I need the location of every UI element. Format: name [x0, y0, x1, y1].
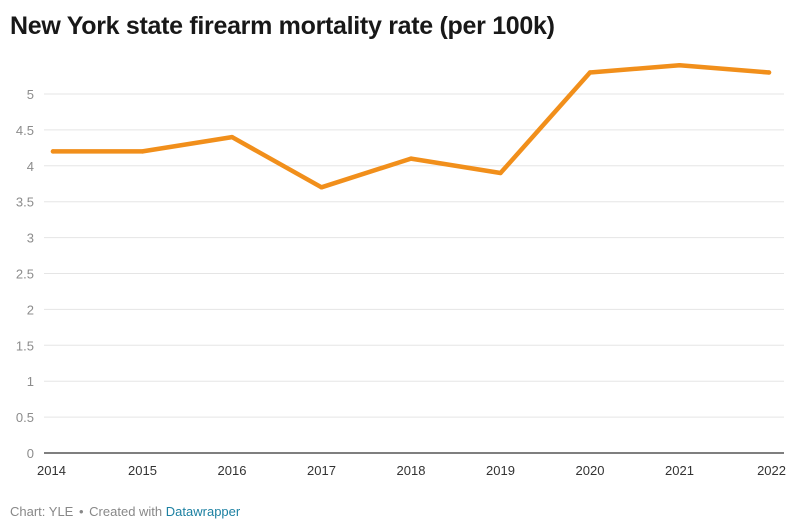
data-point: [229, 134, 235, 140]
y-tick-label: 0.5: [16, 410, 34, 425]
x-tick-label: 2016: [218, 463, 247, 478]
footer-separator: •: [78, 504, 84, 519]
x-tick-label: 2014: [37, 463, 66, 478]
chart-footer: Chart: YLE • Created with Datawrapper: [10, 504, 240, 519]
series-lines: [50, 63, 772, 190]
data-point: [408, 156, 414, 161]
series-line: [50, 63, 772, 190]
y-axis-tick-labels: 0 0.5 1 1.5 2 2.5 3 3.5 4 4.5 5: [16, 87, 34, 461]
data-point: [319, 185, 324, 190]
x-tick-label: 2021: [665, 463, 694, 478]
y-tick-label: 3.5: [16, 195, 34, 210]
x-axis-tick-labels: 2014 2015 2016 2017 2018 2019 2020 2021 2022: [37, 463, 786, 478]
data-point: [140, 149, 145, 154]
footer-created-with: Created with: [89, 504, 163, 519]
gridlines: [44, 93, 784, 418]
data-point: [677, 63, 682, 68]
datawrapper-link[interactable]: Datawrapper: [165, 504, 241, 519]
data-point: [498, 170, 503, 176]
data-point: [766, 70, 772, 75]
data-point: [50, 149, 56, 154]
y-tick-label: 4: [27, 159, 34, 174]
y-tick-label: 2.5: [16, 267, 34, 282]
y-tick-label: 0: [27, 446, 34, 461]
y-tick-label: 1.5: [16, 338, 34, 353]
chart-title: New York state firearm mortality rate (p…: [10, 12, 555, 40]
y-tick-label: 3: [27, 231, 34, 246]
x-tick-label: 2015: [128, 463, 157, 478]
footer-credit: Chart: YLE: [10, 504, 74, 519]
y-tick-label: 1: [27, 374, 34, 389]
x-tick-label: 2019: [486, 463, 515, 478]
y-tick-label: 5: [27, 87, 34, 102]
x-tick-label: 2018: [397, 463, 426, 478]
data-point: [587, 70, 593, 75]
y-tick-label: 2: [27, 302, 34, 317]
x-tick-label: 2020: [576, 463, 605, 478]
x-tick-label: 2022: [757, 463, 786, 478]
y-tick-label: 4.5: [16, 123, 34, 138]
x-tick-label: 2017: [307, 463, 336, 478]
